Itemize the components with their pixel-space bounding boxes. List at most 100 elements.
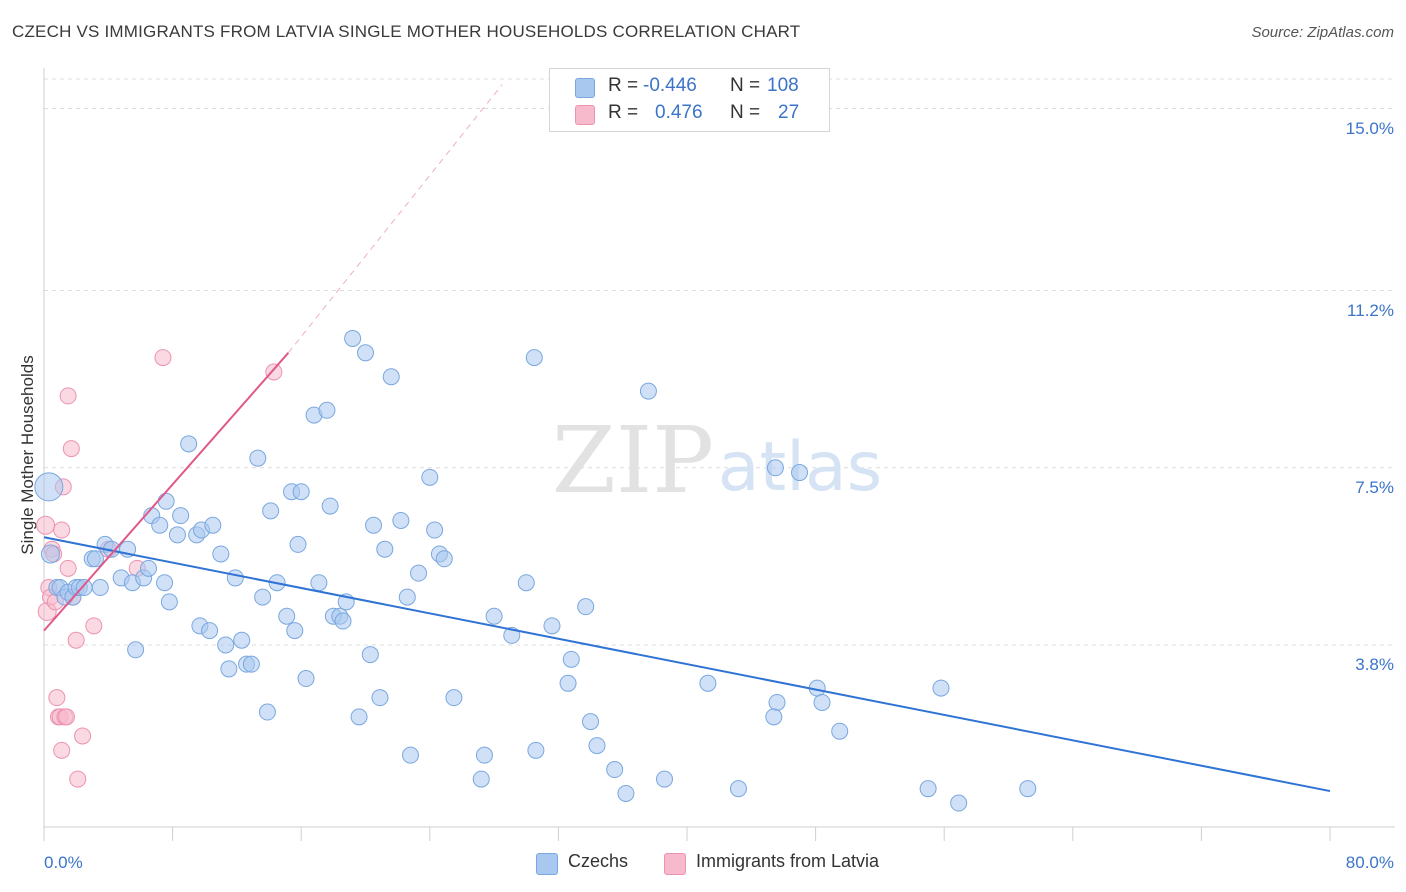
czech-point-69	[398, 588, 416, 606]
latvia-point-16	[59, 387, 77, 405]
czech-point-43	[258, 703, 276, 721]
czech-point-70	[402, 746, 420, 764]
czech-point-81	[517, 574, 535, 592]
czech-point-88	[582, 713, 600, 731]
czech-point-80	[503, 626, 521, 644]
trend-lines	[43, 84, 1331, 793]
y-tick-label-1: 11.2%	[1347, 300, 1394, 320]
czech-point-62	[357, 344, 374, 362]
czech-point-94	[729, 780, 747, 798]
czech-point-98	[765, 708, 783, 726]
czech-point-44	[262, 502, 280, 520]
czech-point-37	[226, 569, 244, 587]
watermark-zip: ZIP	[552, 407, 714, 514]
czech-point-50	[292, 483, 310, 501]
czech-point-68	[392, 511, 410, 529]
czech-point-82	[525, 349, 543, 367]
czech-point-63	[361, 646, 379, 664]
czech-point-65	[371, 689, 389, 707]
czech-point-11	[86, 550, 104, 568]
czech-point-84	[543, 617, 561, 635]
czech-point-25	[160, 593, 178, 611]
czech-point-87	[577, 598, 595, 616]
latvia-n-value: 27	[778, 102, 800, 123]
czech-point-61	[350, 708, 368, 726]
latvia-point-7	[48, 689, 66, 707]
czech-n-label: N =	[730, 75, 761, 96]
latvia-trend-extension	[287, 84, 503, 354]
czech-point-89	[588, 737, 606, 755]
czech-point-86	[562, 650, 580, 668]
x-tick-max: 80.0%	[1345, 853, 1394, 872]
latvia-r-value: 0.476	[655, 102, 703, 123]
latvia-point-10	[53, 521, 71, 539]
watermark: ZIP atlas	[552, 407, 882, 514]
chart-title: CZECH VS IMMIGRANTS FROM LATVIA SINGLE M…	[12, 22, 801, 41]
czech-swatch	[575, 78, 595, 98]
czech-point-96	[766, 459, 784, 477]
czech-point-41	[249, 449, 267, 467]
czech-point-53	[310, 574, 328, 592]
czech-point-93	[655, 770, 673, 788]
czech-point-51	[297, 670, 315, 688]
latvia-swatch	[575, 105, 595, 125]
czech-point-26	[168, 526, 186, 544]
czech-point-77	[472, 770, 490, 788]
czech-point-71	[410, 564, 428, 582]
latvia-point-0	[36, 515, 56, 535]
source-credit: Source: ZipAtlas.com	[1251, 24, 1394, 41]
axes	[43, 68, 1395, 841]
czech-point-85	[559, 674, 577, 692]
czech-point-78	[475, 746, 493, 764]
czech-point-79	[485, 607, 503, 625]
latvia-point-19	[67, 631, 85, 649]
czech-point-55	[321, 497, 339, 515]
latvia-r-label: R =	[608, 102, 639, 123]
czech-point-12	[91, 579, 109, 597]
latvia-point-13	[53, 741, 71, 759]
czech-point-32	[201, 622, 219, 640]
legend-row-latvia: R = 0.476 N = 27	[575, 102, 825, 126]
latvia-trend-line	[43, 352, 290, 632]
czech-point-23	[156, 574, 174, 592]
latvia-n-label: N =	[730, 102, 761, 123]
czech-point-91	[617, 784, 635, 802]
czech-point-24	[157, 492, 175, 510]
czech-point-38	[233, 631, 251, 649]
czech-point-1	[40, 544, 60, 564]
czech-point-33	[204, 516, 222, 534]
correlation-legend: R = -0.446 N = 108 R = 0.476 N = 27	[549, 68, 830, 132]
latvia-point-25	[154, 349, 172, 367]
czech-point-76	[445, 689, 463, 707]
czech-trend-line	[43, 536, 1331, 793]
czech-point-103	[919, 780, 937, 798]
czech-point-40	[242, 655, 260, 673]
czech-point-72	[421, 468, 439, 486]
czech-point-34	[212, 545, 230, 563]
czech-point-104	[932, 679, 950, 697]
czech-point-54	[318, 401, 336, 419]
czech-point-9	[75, 579, 93, 597]
czech-point-102	[831, 722, 849, 740]
bottom-czech-swatch	[536, 853, 558, 875]
czech-point-27	[172, 507, 190, 525]
czech-point-28	[180, 435, 198, 453]
czech-point-18	[127, 641, 145, 659]
czech-series	[34, 329, 1037, 812]
czech-point-101	[813, 693, 831, 711]
latvia-point-22	[85, 617, 103, 635]
czech-point-46	[278, 607, 296, 625]
czech-r-label: R =	[608, 75, 639, 96]
czech-point-36	[220, 660, 238, 678]
latvia-series	[36, 349, 283, 788]
czech-point-35	[217, 636, 235, 654]
x-tick-min: 0.0%	[44, 853, 83, 872]
gridlines	[44, 78, 1395, 646]
y-tick-label-3: 3.8%	[1355, 654, 1394, 674]
czech-point-20	[139, 559, 157, 577]
latvia-point-15	[59, 559, 77, 577]
czech-point-58	[334, 612, 352, 630]
czech-point-60	[344, 329, 362, 347]
czech-point-0	[34, 472, 64, 502]
